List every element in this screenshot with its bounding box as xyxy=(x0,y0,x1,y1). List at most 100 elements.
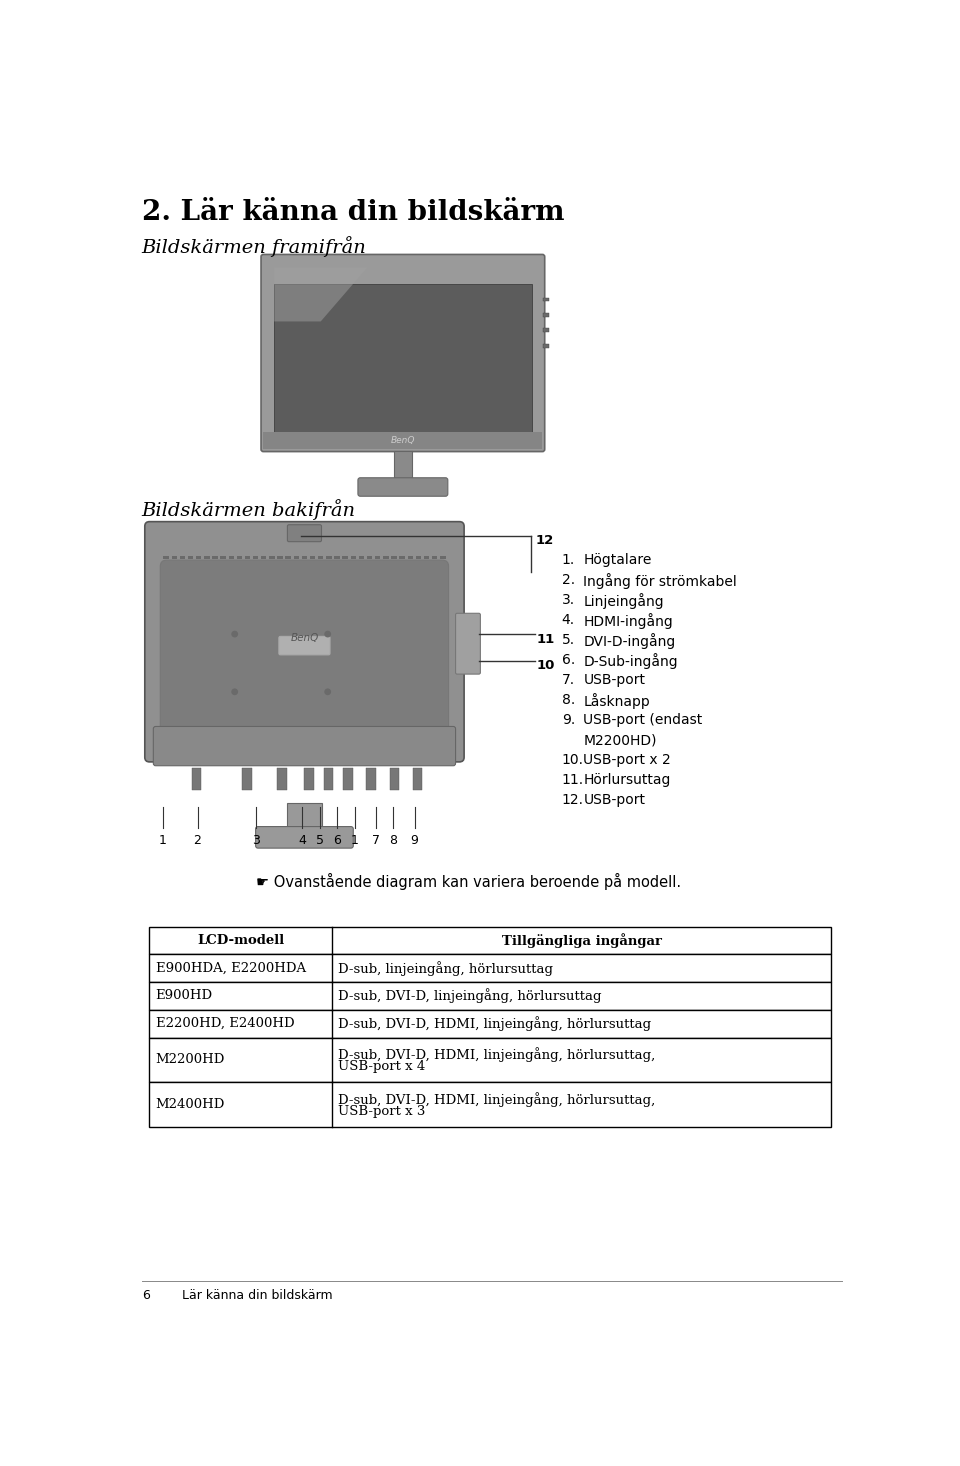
Text: 2: 2 xyxy=(194,834,202,847)
Text: USB-port (endast: USB-port (endast xyxy=(584,714,703,727)
Bar xyxy=(301,556,307,559)
Text: 4.: 4. xyxy=(562,613,575,627)
Text: BenQ: BenQ xyxy=(290,633,319,644)
Bar xyxy=(252,556,258,559)
Bar xyxy=(304,768,314,790)
Text: BenQ: BenQ xyxy=(391,437,415,446)
FancyBboxPatch shape xyxy=(358,478,447,496)
Text: 7: 7 xyxy=(372,834,380,847)
Text: Bildskärmen bakifrån: Bildskärmen bakifrån xyxy=(142,500,356,520)
Text: M2400HD: M2400HD xyxy=(156,1098,225,1111)
Text: E2200HD, E2400HD: E2200HD, E2400HD xyxy=(156,1017,295,1031)
Text: Tillgängliga ingångar: Tillgängliga ingångar xyxy=(501,932,661,949)
Text: Ingång för strömkabel: Ingång för strömkabel xyxy=(584,573,737,589)
FancyBboxPatch shape xyxy=(278,636,330,655)
Text: E900HD: E900HD xyxy=(156,990,213,1003)
Text: Linjeingång: Linjeingång xyxy=(584,594,664,610)
FancyBboxPatch shape xyxy=(160,560,448,746)
Bar xyxy=(192,768,202,790)
Text: 1.: 1. xyxy=(562,553,575,567)
Bar xyxy=(243,768,252,790)
Text: USB-port x 3: USB-port x 3 xyxy=(338,1104,425,1117)
FancyBboxPatch shape xyxy=(261,255,544,452)
Bar xyxy=(245,556,251,559)
Text: 6.: 6. xyxy=(562,654,575,667)
Polygon shape xyxy=(275,268,368,321)
Bar xyxy=(326,556,331,559)
Bar xyxy=(440,556,445,559)
Bar xyxy=(263,432,542,449)
Bar xyxy=(432,556,438,559)
Circle shape xyxy=(325,632,330,636)
Bar xyxy=(543,298,548,302)
Bar xyxy=(294,556,299,559)
Bar xyxy=(221,556,226,559)
Bar xyxy=(180,556,185,559)
Text: Högtalare: Högtalare xyxy=(584,553,652,567)
Text: D-Sub-ingång: D-Sub-ingång xyxy=(584,654,678,670)
Bar xyxy=(543,312,548,317)
Text: 9: 9 xyxy=(411,834,419,847)
Text: 1: 1 xyxy=(351,834,359,847)
Text: 5.: 5. xyxy=(562,633,575,648)
Bar xyxy=(423,556,429,559)
Text: ☛ Ovanstående diagram kan variera beroende på modell.: ☛ Ovanstående diagram kan variera beroen… xyxy=(255,872,681,890)
Bar xyxy=(150,927,831,954)
Bar xyxy=(318,556,324,559)
Text: DVI-D-ingång: DVI-D-ingång xyxy=(584,633,676,649)
Bar xyxy=(350,556,356,559)
Text: 1: 1 xyxy=(158,834,167,847)
Bar xyxy=(196,556,202,559)
Bar xyxy=(188,556,193,559)
Text: 6: 6 xyxy=(333,834,341,847)
FancyBboxPatch shape xyxy=(456,613,480,674)
Bar xyxy=(277,556,283,559)
Bar xyxy=(375,556,380,559)
Bar xyxy=(392,556,396,559)
Bar xyxy=(150,1082,831,1127)
Text: 10: 10 xyxy=(537,660,555,673)
FancyBboxPatch shape xyxy=(154,727,456,765)
Bar xyxy=(172,556,177,559)
Bar xyxy=(269,556,275,559)
Bar xyxy=(228,556,234,559)
Bar xyxy=(150,982,831,1010)
Text: M2200HD: M2200HD xyxy=(156,1054,225,1066)
Text: E900HDA, E2200HDA: E900HDA, E2200HDA xyxy=(156,962,306,975)
Bar xyxy=(359,556,364,559)
FancyBboxPatch shape xyxy=(145,522,464,762)
Text: M2200HD): M2200HD) xyxy=(584,733,657,748)
Text: Hörlursuttag: Hörlursuttag xyxy=(584,774,671,787)
Text: HDMI-ingång: HDMI-ingång xyxy=(584,613,673,629)
Bar xyxy=(275,284,532,438)
Bar xyxy=(408,556,413,559)
Text: 2. Lär känna din bildskärm: 2. Lär känna din bildskärm xyxy=(142,199,564,226)
Bar xyxy=(334,556,340,559)
Bar xyxy=(413,768,422,790)
Bar xyxy=(277,768,287,790)
Text: D-sub, DVI-D, linjeingång, hörlursuttag: D-sub, DVI-D, linjeingång, hörlursuttag xyxy=(338,988,601,1003)
Bar xyxy=(163,556,169,559)
Bar xyxy=(383,556,389,559)
Text: USB-port x 4: USB-port x 4 xyxy=(338,1060,425,1073)
Text: USB-port x 2: USB-port x 2 xyxy=(584,754,671,767)
Circle shape xyxy=(325,689,330,695)
Bar xyxy=(344,768,352,790)
Text: 11: 11 xyxy=(537,632,555,645)
Text: Lär känna din bildskärm: Lär känna din bildskärm xyxy=(182,1289,332,1302)
Text: 11.: 11. xyxy=(562,774,584,787)
Bar xyxy=(324,768,333,790)
Bar xyxy=(543,328,548,333)
Circle shape xyxy=(232,632,237,636)
Text: 7.: 7. xyxy=(562,673,575,688)
Text: D-sub, DVI-D, HDMI, linjeingång, hörlursuttag,: D-sub, DVI-D, HDMI, linjeingång, hörlurs… xyxy=(338,1092,655,1107)
Text: D-sub, linjeingång, hörlursuttag: D-sub, linjeingång, hörlursuttag xyxy=(338,960,553,976)
Text: 8.: 8. xyxy=(562,693,575,708)
Bar xyxy=(150,1010,831,1038)
Text: Låsknapp: Låsknapp xyxy=(584,693,650,710)
Text: 3.: 3. xyxy=(562,594,575,607)
Circle shape xyxy=(232,689,237,695)
Text: 9.: 9. xyxy=(562,714,575,727)
Bar xyxy=(212,556,218,559)
Bar xyxy=(343,556,348,559)
